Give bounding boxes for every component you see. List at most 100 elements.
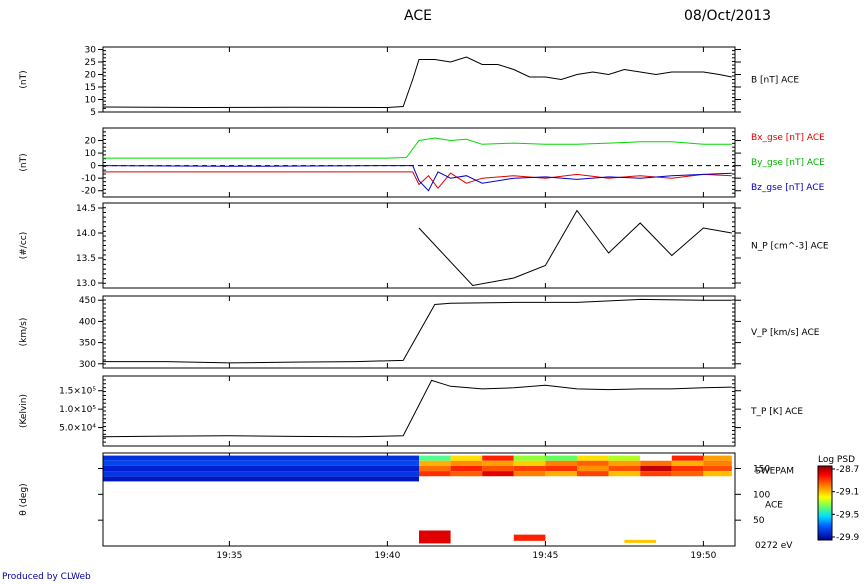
heatmap-cell (482, 465, 514, 472)
heatmap-cell (103, 471, 419, 477)
y-tick-label-tp: 1.0×10⁵ (59, 405, 96, 415)
credit-text: Produced by CLWeb (2, 572, 91, 582)
heatmap-cell (450, 465, 483, 472)
y-tick-label-b: 30 (85, 46, 97, 56)
heatmap-cell (671, 460, 704, 466)
energy-label: 0272 eV (755, 541, 793, 551)
y-tick-label-b: 15 (85, 83, 96, 93)
heatmap-cell (482, 471, 514, 477)
heatmap-cell (419, 455, 451, 461)
series-line-bcomp-0 (103, 171, 732, 190)
y-axis-label-swepam: θ (deg) (19, 483, 29, 515)
series-line-tp-0 (102, 379, 732, 438)
heatmap-cell (640, 455, 672, 461)
heatmap-label-ace: ACE (765, 500, 783, 510)
heatmap-cell (419, 530, 451, 544)
heatmap-cell (703, 460, 732, 466)
heatmap-cell (671, 471, 704, 477)
heatmap-cell (640, 471, 672, 477)
heatmap-cell (482, 460, 514, 466)
y-tick-label-vp: 350 (79, 339, 96, 349)
y-tick-label-np: 14.5 (76, 204, 96, 214)
colorbar-title: Log PSD (818, 455, 855, 465)
heatmap-cell (703, 465, 732, 472)
heatmap-cell (545, 460, 577, 466)
y-tick-label-np: 14.0 (76, 229, 96, 239)
y-tick-label-bcomp: -20 (81, 187, 96, 197)
heatmap-cell (103, 460, 419, 466)
x-tick-label: 19:45 (532, 551, 558, 561)
series-line-b-0 (102, 56, 732, 109)
heatmap-cell (513, 455, 546, 461)
series-label-tp-0: T_P [K] ACE (750, 407, 803, 417)
heatmap-cell (419, 460, 451, 466)
heatmap-cell (103, 465, 419, 472)
y-tick-label-np: 13.0 (76, 279, 96, 289)
x-tick-label: 19:50 (690, 551, 716, 561)
heatmap-cell (545, 455, 577, 461)
figure-title: ACE (404, 8, 432, 24)
y-tick-label-vp: 400 (79, 317, 96, 327)
x-tick-label: 19:40 (374, 551, 400, 561)
panel-frame-bcomp (102, 127, 736, 198)
heatmap-cell (608, 465, 641, 472)
series-line-np-0 (418, 209, 732, 287)
y-tick-label-swepam: 100 (753, 490, 770, 500)
y-tick-label-bcomp: 20 (85, 137, 97, 147)
heatmap-cell (450, 471, 483, 477)
heatmap-cell (608, 471, 641, 477)
colorbar-tick-label: -29.9 (836, 533, 860, 543)
heatmap-cell (545, 465, 577, 472)
series-label-bcomp-1: By_gse [nT] ACE (751, 158, 825, 168)
panel-frame-np (102, 202, 736, 289)
heatmap-cell (545, 471, 577, 477)
y-tick-label-np: 13.5 (76, 254, 96, 264)
y-tick-label-bcomp: 0 (90, 162, 96, 172)
heatmap-cell (577, 471, 609, 477)
y-tick-label-b: 20 (85, 71, 97, 81)
heatmap-label-swepam: SWEPAM (755, 467, 794, 477)
figure-date: 08/Oct/2013 (684, 8, 772, 24)
series-label-np-0: N_P [cm^-3] ACE (751, 242, 829, 252)
y-tick-label-swepam: 150 (753, 465, 770, 475)
heatmap-cell (577, 465, 609, 472)
y-axis-label-bcomp: (nT) (19, 153, 29, 171)
y-tick-label-tp: 5.0×10⁴ (59, 424, 96, 434)
heatmap-cell (450, 455, 483, 461)
series-label-bcomp-0: Bx_gse [nT] ACE (751, 133, 825, 143)
heatmap-cell (513, 460, 546, 466)
heatmap-cell (513, 465, 546, 472)
y-tick-label-vp: 450 (79, 296, 96, 306)
heatmap-cell (482, 455, 514, 461)
colorbar (817, 465, 833, 541)
colorbar-tick-label: -29.5 (836, 510, 859, 520)
heatmap-cell (671, 465, 704, 472)
heatmap-cell (671, 455, 704, 461)
heatmap-cell (640, 460, 672, 466)
series-line-vp-0 (103, 298, 732, 364)
y-tick-label-bcomp: 10 (85, 149, 97, 159)
y-axis-label-np: (#/cc) (19, 232, 29, 260)
series-label-b-0: B [nT] ACE (751, 76, 799, 86)
heatmap-cell (513, 534, 546, 541)
series-label-vp-0: V_P [km/s] ACE (751, 328, 820, 338)
heatmap-cell (608, 455, 641, 461)
heatmap-cell (513, 471, 546, 477)
y-tick-label-b: 25 (85, 58, 96, 68)
heatmap-cell (608, 460, 641, 466)
heatmap-cell (624, 539, 656, 543)
heatmap-cell (103, 476, 419, 482)
series-line-bcomp-1 (103, 137, 732, 159)
y-tick-label-tp: 1.5×10⁵ (59, 387, 96, 397)
heatmap-cell (103, 455, 419, 461)
heatmap-cell (577, 460, 609, 466)
series-label-bcomp-2: Bz_gse [nT] ACE (751, 183, 825, 193)
panel-frame-b (102, 46, 736, 113)
heatmap-cell (703, 455, 732, 461)
y-axis-label-tp: (Kelvin) (19, 394, 29, 428)
heatmap-cell (450, 460, 483, 466)
heatmap-cell (419, 465, 451, 472)
series-line-bcomp-2 (102, 165, 732, 192)
